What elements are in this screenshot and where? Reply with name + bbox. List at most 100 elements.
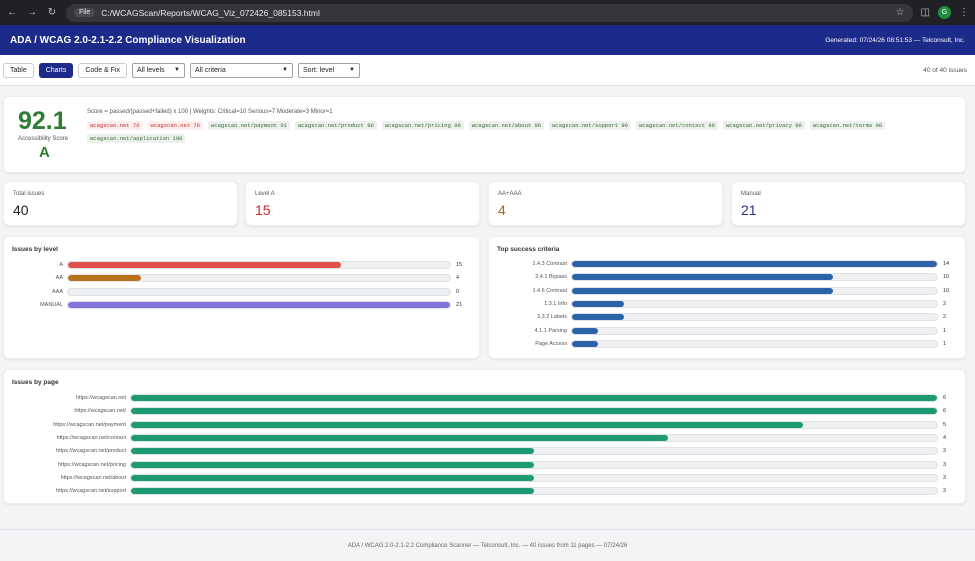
criteria-filter-select[interactable]: All criteria ▼ — [189, 62, 293, 78]
chevron-down-icon: ▼ — [174, 67, 180, 73]
bar — [68, 301, 450, 308]
chart-top-success-criteria: Top success criteria 1.4.3 Contrast 14 2.4… — [488, 236, 966, 359]
chart-title: Top success criteria — [497, 246, 560, 253]
chart-issues-by-level: Issues by level A 15 AA 4 AAA 0 MANUAL 21 — [3, 236, 480, 359]
bar-track — [67, 261, 451, 269]
bar-label: 3.3.2 Labels — [537, 314, 567, 321]
extensions-icon[interactable]: ◫ — [920, 7, 930, 18]
chart-issues-by-page: Issues by page https://wcagscan.net 6 http… — [3, 369, 966, 504]
bar — [68, 275, 141, 282]
bar-value: 14 — [943, 261, 950, 267]
bar-label: https://wcagscan.net — [75, 395, 126, 401]
bar-track — [130, 487, 938, 496]
bar-value: 3 — [943, 461, 947, 468]
bar-label: 1.3.1 Info — [544, 300, 567, 307]
bar-value: 6 — [943, 395, 947, 401]
criteria-filter-value: All criteria — [194, 66, 226, 74]
bar-track — [130, 433, 938, 442]
page-footer: ADA / WCAG 2.0-2.1-2.2 Compliance Scanne… — [0, 529, 975, 561]
bar — [131, 408, 937, 415]
bar-value: 10 — [943, 287, 950, 294]
page-score-tag: wcagscan.net/terms 96 — [809, 121, 886, 130]
bar-track — [571, 299, 938, 308]
menu-kebab-icon[interactable]: ⋮ — [959, 7, 969, 18]
address-bar[interactable]: File C:/WCAGScan/Reports/WCAG_Viz_072426… — [66, 3, 913, 22]
bar-label: https://wcagscan.net/support — [55, 488, 126, 495]
bar-track — [130, 407, 938, 416]
bar — [131, 461, 534, 468]
tab-code-fix[interactable]: Code & Fix — [78, 62, 127, 78]
tab-table[interactable]: Table — [3, 62, 34, 78]
bar — [68, 262, 341, 268]
bar — [131, 448, 534, 455]
page-score-tag: wcagscan.net/pricing 96 — [381, 121, 464, 130]
bar-track — [67, 300, 451, 309]
page-score-tag: wcagscan.net 76 — [87, 121, 143, 130]
profile-avatar[interactable]: G — [938, 6, 951, 19]
page-score-tag: wcagscan.net 76 — [147, 121, 204, 130]
bar — [131, 434, 669, 441]
bar-track — [571, 286, 938, 295]
page-score-tag: wcagscan.net/about 96 — [468, 121, 545, 130]
bar-value: 3 — [943, 488, 947, 495]
bar — [131, 421, 803, 428]
bar-track — [130, 447, 938, 456]
stat-label: Total issues — [13, 191, 45, 197]
bar-label: 2.4.1 Bypass — [535, 274, 567, 281]
bar-track — [571, 260, 938, 268]
bar-label: https://wcagscan.net/ — [74, 408, 126, 415]
app-header: ADA / WCAG 2.0-2.1-2.2 Compliance Visual… — [0, 25, 975, 55]
bar-track — [571, 339, 938, 348]
bar — [131, 474, 534, 481]
level-filter-select[interactable]: All levels ▼ — [131, 62, 185, 78]
bar-label: A — [59, 262, 63, 268]
forward-icon[interactable]: → — [27, 7, 37, 18]
bar-value: 21 — [456, 301, 463, 308]
bar-label: 4.1.1 Parsing — [534, 327, 567, 334]
page-title: ADA / WCAG 2.0-2.1-2.2 Compliance Visual… — [10, 34, 246, 46]
tab-charts[interactable]: Charts — [38, 62, 74, 78]
reload-icon[interactable]: ↻ — [47, 7, 57, 18]
score-formula: Score = passed/(passed+failed) x 100 | W… — [87, 109, 333, 115]
bar-label: https://wcagscan.net/contact — [56, 434, 126, 441]
page-score-tag: wcagscan.net/privacy 96 — [722, 121, 805, 130]
bar-label: MANUAL — [40, 301, 63, 308]
stat-label: Level A — [255, 191, 275, 197]
bar-label: https://wcagscan.net/pricing — [58, 461, 126, 468]
bar-track — [130, 460, 938, 469]
bar-track — [571, 313, 938, 322]
url-text[interactable]: C:/WCAGScan/Reports/WCAG_Viz_072426_0851… — [101, 7, 320, 18]
bookmark-star-icon[interactable]: ☆ — [895, 7, 905, 18]
score-grade: A — [39, 144, 50, 161]
bar-value: 4 — [943, 434, 947, 441]
page-score-tag: wcagscan.net/product 96 — [294, 121, 377, 130]
level-filter-value: All levels — [136, 66, 165, 74]
stat-label: AA+AAA — [498, 191, 522, 197]
bar-label: https://wcagscan.net/about — [60, 474, 126, 481]
bar-value: 3 — [943, 448, 947, 455]
stat-value: 40 — [13, 202, 29, 218]
bar-value: 2 — [943, 314, 947, 321]
page-score-tag: wcagscan.net/payment 91 — [208, 121, 290, 130]
back-icon[interactable]: ← — [7, 7, 17, 18]
bar-value: 5 — [943, 421, 947, 428]
stat-total-issues: Total issues 40 — [3, 181, 238, 226]
bar-value: 10 — [943, 274, 950, 281]
view-toolbar: Table Charts Code & Fix All levels ▼ All … — [0, 55, 975, 86]
bar — [572, 287, 833, 294]
bar-track — [130, 473, 938, 482]
stat-value: 4 — [498, 202, 506, 218]
bar-label: https://wcagscan.net/payment — [53, 421, 126, 428]
stat-aa-aaa: AA+AAA 4 — [488, 181, 723, 226]
bar-track — [130, 420, 938, 429]
stat-value: 15 — [255, 202, 271, 218]
sort-select[interactable]: Sort: level ▼ — [297, 62, 360, 78]
bar-value: 1 — [943, 327, 947, 334]
bar — [131, 395, 937, 401]
page-score-tag: wcagscan.net/contact 96 — [636, 121, 718, 130]
bar — [572, 261, 937, 267]
bar-label: 1.4.6 Contrast — [532, 287, 567, 294]
generated-info: Generated: 07/24/26 08:51:53 — Telconsul… — [825, 36, 965, 44]
bar-value: 1 — [943, 340, 947, 347]
page-score-tag: wcagscan.net/support 96 — [549, 121, 632, 130]
